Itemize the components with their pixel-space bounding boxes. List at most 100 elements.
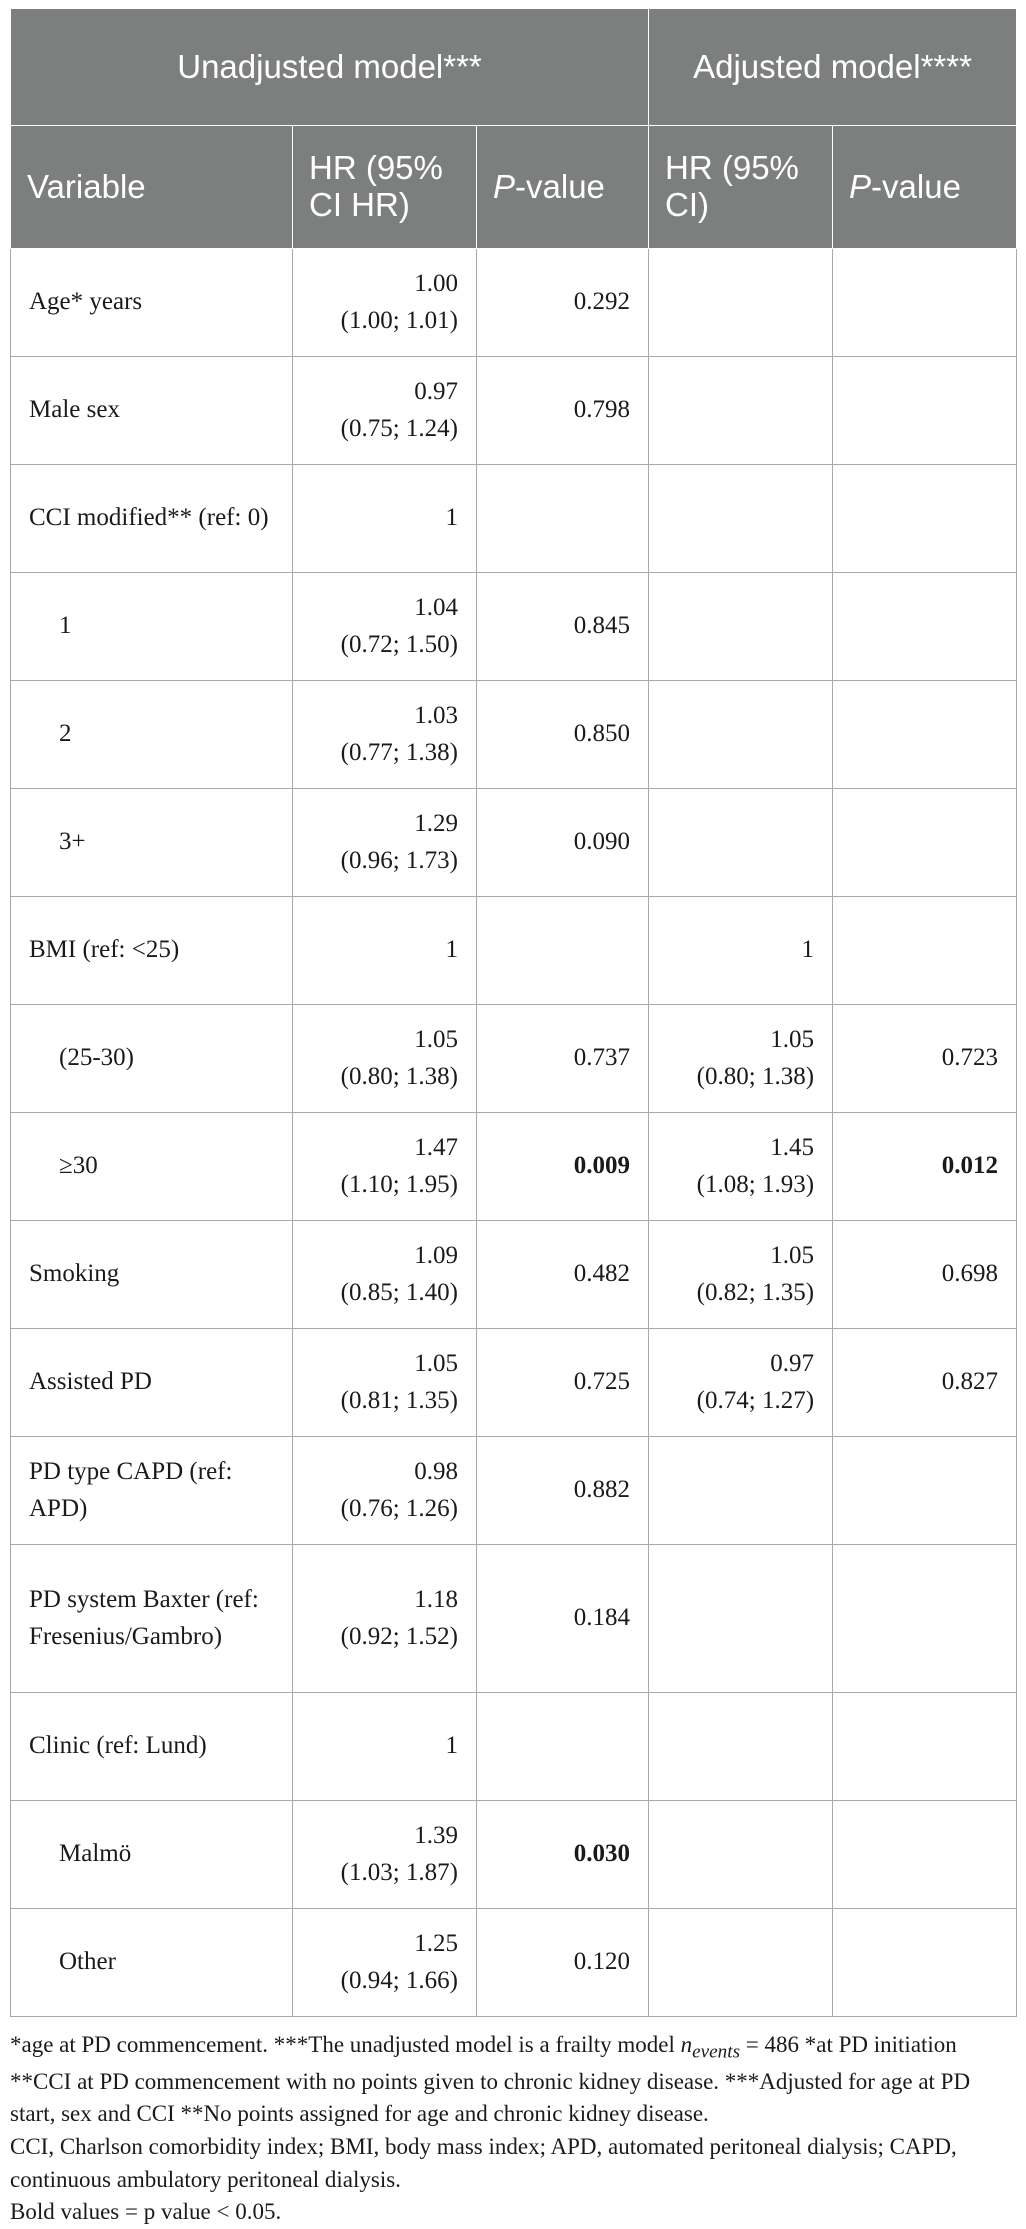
- confidence-interval: (0.75; 1.24): [340, 414, 458, 442]
- hr-unadjusted-cell: 1.39 (1.03; 1.87): [292, 1800, 477, 1909]
- table-row: BMI (ref: <25) 1 1: [10, 896, 1018, 1005]
- confidence-interval: (0.85; 1.40): [340, 1278, 458, 1306]
- variable-cell: PD type CAPD (ref: APD): [10, 1436, 293, 1545]
- footnote-bold-legend: Bold values = p value < 0.05.: [10, 2199, 282, 2225]
- table-row: Malmö 1.39 (1.03; 1.87) 0.030: [10, 1800, 1018, 1909]
- variable-column-header: Variable: [10, 125, 293, 249]
- hr-unadjusted-cell: 1.47 (1.10; 1.95): [292, 1112, 477, 1221]
- hr-adjusted-cell: [648, 1436, 834, 1545]
- hr-estimate: 1.05: [770, 1026, 815, 1054]
- table-row: (25-30) 1.05 (0.80; 1.38) 0.737 1.05 (0.80; 1…: [10, 1004, 1018, 1113]
- p-value-unadjusted-cell: 0.845: [475, 572, 650, 681]
- table-row: Other 1.25 (0.94; 1.66) 0.120: [10, 1908, 1018, 2017]
- table-row: PD type CAPD (ref: APD) 0.98 (0.76; 1.26) 0…: [10, 1436, 1018, 1545]
- hr-unadjusted-cell: 1: [292, 1692, 477, 1801]
- hr-unadjusted-cell: 1.09 (0.85; 1.40): [292, 1220, 477, 1329]
- confidence-interval: (0.81; 1.35): [340, 1386, 458, 1414]
- variable-cell: PD system Baxter (ref: Fresenius/Gambro): [10, 1544, 293, 1693]
- hr-unadjusted-cell: 1.04 (0.72; 1.50): [292, 572, 477, 681]
- table-body: Age* years 1.00 (1.00; 1.01) 0.292 Male sex 0…: [10, 248, 1018, 2017]
- hr-adjusted-cell: 1.45 (1.08; 1.93): [648, 1112, 834, 1221]
- hr-estimate: 1: [445, 1732, 459, 1760]
- hr-estimate: 1.05: [414, 1026, 458, 1054]
- hr-adjusted-cell: [648, 680, 834, 789]
- confidence-interval: (1.03; 1.87): [340, 1858, 458, 1886]
- p-value-adjusted-cell: [832, 1692, 1018, 1801]
- footnote-definitions: *age at PD commencement. ***The unadjust…: [10, 2032, 971, 2127]
- confidence-interval: (1.10; 1.95): [340, 1170, 458, 1198]
- p-value-adjusted-cell: [832, 1800, 1018, 1909]
- p-value-adjusted-cell: [832, 1544, 1018, 1693]
- p-value-unadjusted-cell: [475, 464, 650, 573]
- hr-unadjusted-cell: 1.29 (0.96; 1.73): [292, 788, 477, 897]
- hr-estimate: 1.09: [414, 1242, 458, 1270]
- p-value-unadjusted-cell: 0.482: [475, 1220, 650, 1329]
- hr-estimate: 0.97: [770, 1350, 815, 1378]
- hr-unadjusted-cell: 1.05 (0.81; 1.35): [292, 1328, 477, 1437]
- hazard-ratio-table: Unadjusted model*** Adjusted model**** V…: [9, 8, 1018, 2017]
- hr-unadjusted-cell: 1.00 (1.00; 1.01): [292, 248, 477, 357]
- hr-unadjusted-cell: 1: [292, 464, 477, 573]
- hr-unadjusted-column-header: HR (95% CI HR): [292, 125, 477, 249]
- p-value-adjusted-cell: [832, 356, 1018, 465]
- p-value-unadjusted-cell: 0.725: [475, 1328, 650, 1437]
- footnote-abbreviations: CCI, Charlson comorbidity index; BMI, bo…: [10, 2134, 957, 2192]
- p-value-unadjusted-cell: [475, 1692, 650, 1801]
- variable-cell: 1: [10, 572, 293, 681]
- p-suffix: -value: [871, 167, 961, 205]
- variable-cell: 3+: [10, 788, 293, 897]
- hr-adjusted-column-header: HR (95% CI): [648, 125, 834, 249]
- hr-estimate: 1.05: [770, 1242, 815, 1270]
- hr-adjusted-cell: [648, 1692, 834, 1801]
- p-value-adjusted-cell: 0.723: [832, 1004, 1018, 1113]
- hr-adjusted-cell: 1: [648, 896, 834, 1005]
- hr-estimate: 0.97: [414, 378, 458, 406]
- table-row: Clinic (ref: Lund) 1: [10, 1692, 1018, 1801]
- hr-estimate: 1.47: [414, 1134, 458, 1162]
- table-row: Assisted PD 1.05 (0.81; 1.35) 0.725 0.97 (0.7…: [10, 1328, 1018, 1437]
- hr-adjusted-cell: [648, 1908, 834, 2017]
- hr-estimate: 1.04: [414, 594, 458, 622]
- hr-estimate: 1: [801, 936, 815, 964]
- variable-cell: Assisted PD: [10, 1328, 293, 1437]
- variable-cell: ≥30: [10, 1112, 293, 1221]
- table-row: Male sex 0.97 (0.75; 1.24) 0.798: [10, 356, 1018, 465]
- hr-estimate: 1: [445, 504, 459, 532]
- confidence-interval: (0.82; 1.35): [696, 1278, 815, 1306]
- confidence-interval: (1.08; 1.93): [696, 1170, 815, 1198]
- hr-unadjusted-cell: 1.18 (0.92; 1.52): [292, 1544, 477, 1693]
- table-row: 2 1.03 (0.77; 1.38) 0.850: [10, 680, 1018, 789]
- table-row: 1 1.04 (0.72; 1.50) 0.845: [10, 572, 1018, 681]
- confidence-interval: (0.77; 1.38): [340, 738, 458, 766]
- hr-estimate: 1.05: [414, 1350, 458, 1378]
- p-italic: P: [493, 167, 516, 205]
- group-header-row: Unadjusted model*** Adjusted model****: [9, 8, 1018, 126]
- confidence-interval: (0.92; 1.52): [340, 1622, 458, 1650]
- p-value-adjusted-cell: [832, 572, 1018, 681]
- hr-unadjusted-cell: 1.03 (0.77; 1.38): [292, 680, 477, 789]
- variable-cell: Other: [10, 1908, 293, 2017]
- variable-cell: Malmö: [10, 1800, 293, 1909]
- table-row: CCI modified** (ref: 0) 1: [10, 464, 1018, 573]
- confidence-interval: (0.80; 1.38): [340, 1062, 458, 1090]
- column-header-row: Variable HR (95% CI HR) P-value HR (95% …: [10, 125, 1018, 249]
- hr-adjusted-cell: [648, 248, 834, 357]
- hr-estimate: 1.18: [414, 1586, 458, 1614]
- variable-cell: Smoking: [10, 1220, 293, 1329]
- p-value-adjusted-cell: [832, 788, 1018, 897]
- hr-unadjusted-cell: 0.98 (0.76; 1.26): [292, 1436, 477, 1545]
- hr-adjusted-cell: 1.05 (0.80; 1.38): [648, 1004, 834, 1113]
- hr-adjusted-cell: [648, 1544, 834, 1693]
- p-suffix: -value: [515, 167, 605, 205]
- p-value-unadjusted-cell: 0.798: [475, 356, 650, 465]
- variable-cell: Clinic (ref: Lund): [10, 1692, 293, 1801]
- p-value-unadjusted-cell: 0.184: [475, 1544, 650, 1693]
- p-value-unadjusted-cell: [475, 896, 650, 1005]
- hr-adjusted-cell: [648, 356, 834, 465]
- p-value-unadjusted-cell: 0.850: [475, 680, 650, 789]
- hr-adjusted-cell: [648, 572, 834, 681]
- table-row: 3+ 1.29 (0.96; 1.73) 0.090: [10, 788, 1018, 897]
- hr-estimate: 0.98: [414, 1458, 458, 1486]
- hr-estimate: 1.29: [414, 810, 458, 838]
- adjusted-model-header: Adjusted model****: [648, 8, 1018, 126]
